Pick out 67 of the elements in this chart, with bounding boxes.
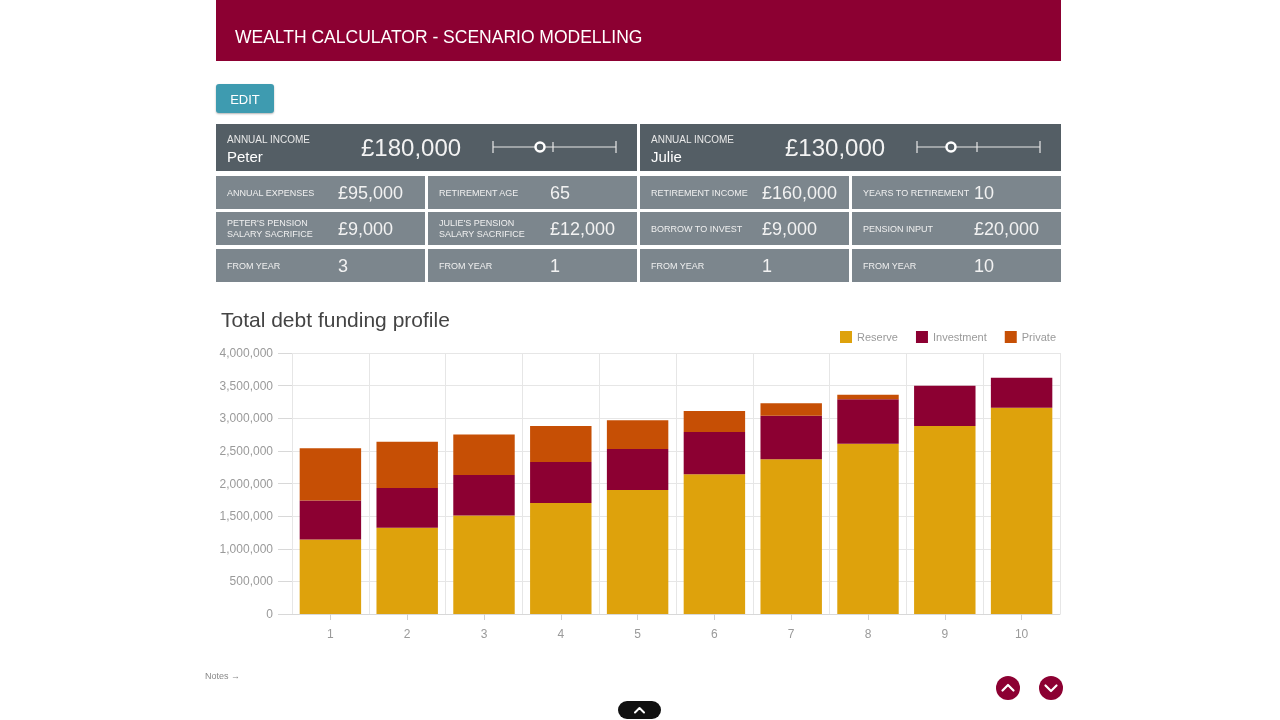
field: JULIE'S PENSION SALARY SACRIFICE £12,000 <box>428 212 637 245</box>
text: WEALTH CALCULATOR - SCENARIO MODELLING <box>235 27 643 48</box>
x-tick-label: 9 <box>941 627 949 641</box>
y-tick-label: 2,000,000 <box>219 476 274 491</box>
bar <box>760 459 822 614</box>
x-tick-label: 5 <box>634 627 642 641</box>
y-tick-label: 0 <box>266 607 274 621</box>
x-tick-label: 1 <box>327 627 335 641</box>
bar <box>760 415 822 460</box>
x-tick-label: 7 <box>787 627 795 641</box>
text: Notes → <box>205 671 241 681</box>
edit-button: EDIT <box>216 84 274 113</box>
bar <box>299 500 362 540</box>
bar <box>376 488 438 528</box>
bar <box>760 403 822 416</box>
field: FROM YEAR 3 <box>216 249 425 282</box>
field: ANNUAL EXPENSES £95,000 <box>216 176 425 209</box>
bar <box>606 420 669 449</box>
y-tick-label: 1,500,000 <box>219 509 274 524</box>
field: RETIREMENT INCOME £160,000 <box>640 176 849 209</box>
bar <box>453 475 515 516</box>
bar <box>453 515 515 614</box>
y-tick-label: 2,500,000 <box>219 443 274 458</box>
bar <box>683 474 746 614</box>
y-tick-label: 3,500,000 <box>219 378 274 393</box>
field: FROM YEAR 10 <box>852 249 1061 282</box>
bar <box>376 441 438 489</box>
field: FROM YEAR 1 <box>640 249 849 282</box>
income-panel: ANNUAL INCOME Julie £130,000 <box>640 124 1061 171</box>
bar <box>299 539 362 614</box>
bar <box>606 490 669 614</box>
bar <box>530 426 592 462</box>
x-tick-label: 3 <box>480 627 488 641</box>
legend-label: Investment <box>932 331 987 343</box>
field: RETIREMENT AGE 65 <box>428 176 637 209</box>
x-tick-label: 2 <box>403 627 411 641</box>
y-tick-label: 4,000,000 <box>219 346 274 360</box>
x-tick-label: 10 <box>1014 627 1029 641</box>
bar <box>914 426 976 614</box>
chart-title: Total debt funding profile <box>221 308 450 331</box>
bar <box>683 431 746 475</box>
x-tick-label: 4 <box>557 627 565 641</box>
bar <box>453 434 515 476</box>
bar <box>530 503 592 614</box>
bar <box>606 448 669 491</box>
bar <box>914 385 976 427</box>
bar <box>376 527 438 614</box>
field: BORROW TO INVEST £9,000 <box>640 212 849 245</box>
field: PETER'S PENSION SALARY SACRIFICE £9,000 <box>216 212 425 245</box>
y-tick-label: 3,000,000 <box>219 411 274 426</box>
bar <box>530 461 592 504</box>
x-tick-label: 6 <box>711 627 719 641</box>
y-tick-label: 1,000,000 <box>219 541 274 556</box>
income-panel: ANNUAL INCOME Peter £180,000 <box>216 124 637 171</box>
bar <box>837 399 899 444</box>
legend-label: Reserve <box>857 331 898 343</box>
field: YEARS TO RETIREMENT 10 <box>852 176 1061 209</box>
field: PENSION INPUT £20,000 <box>852 212 1061 245</box>
bar <box>683 411 746 432</box>
field: FROM YEAR 1 <box>428 249 637 282</box>
bar <box>837 443 899 614</box>
y-tick-label: 500,000 <box>229 574 274 589</box>
bar <box>299 448 362 501</box>
legend-label: Private <box>1021 331 1057 343</box>
bar <box>990 377 1053 408</box>
x-tick-label: 8 <box>864 627 872 641</box>
bar <box>990 407 1053 614</box>
